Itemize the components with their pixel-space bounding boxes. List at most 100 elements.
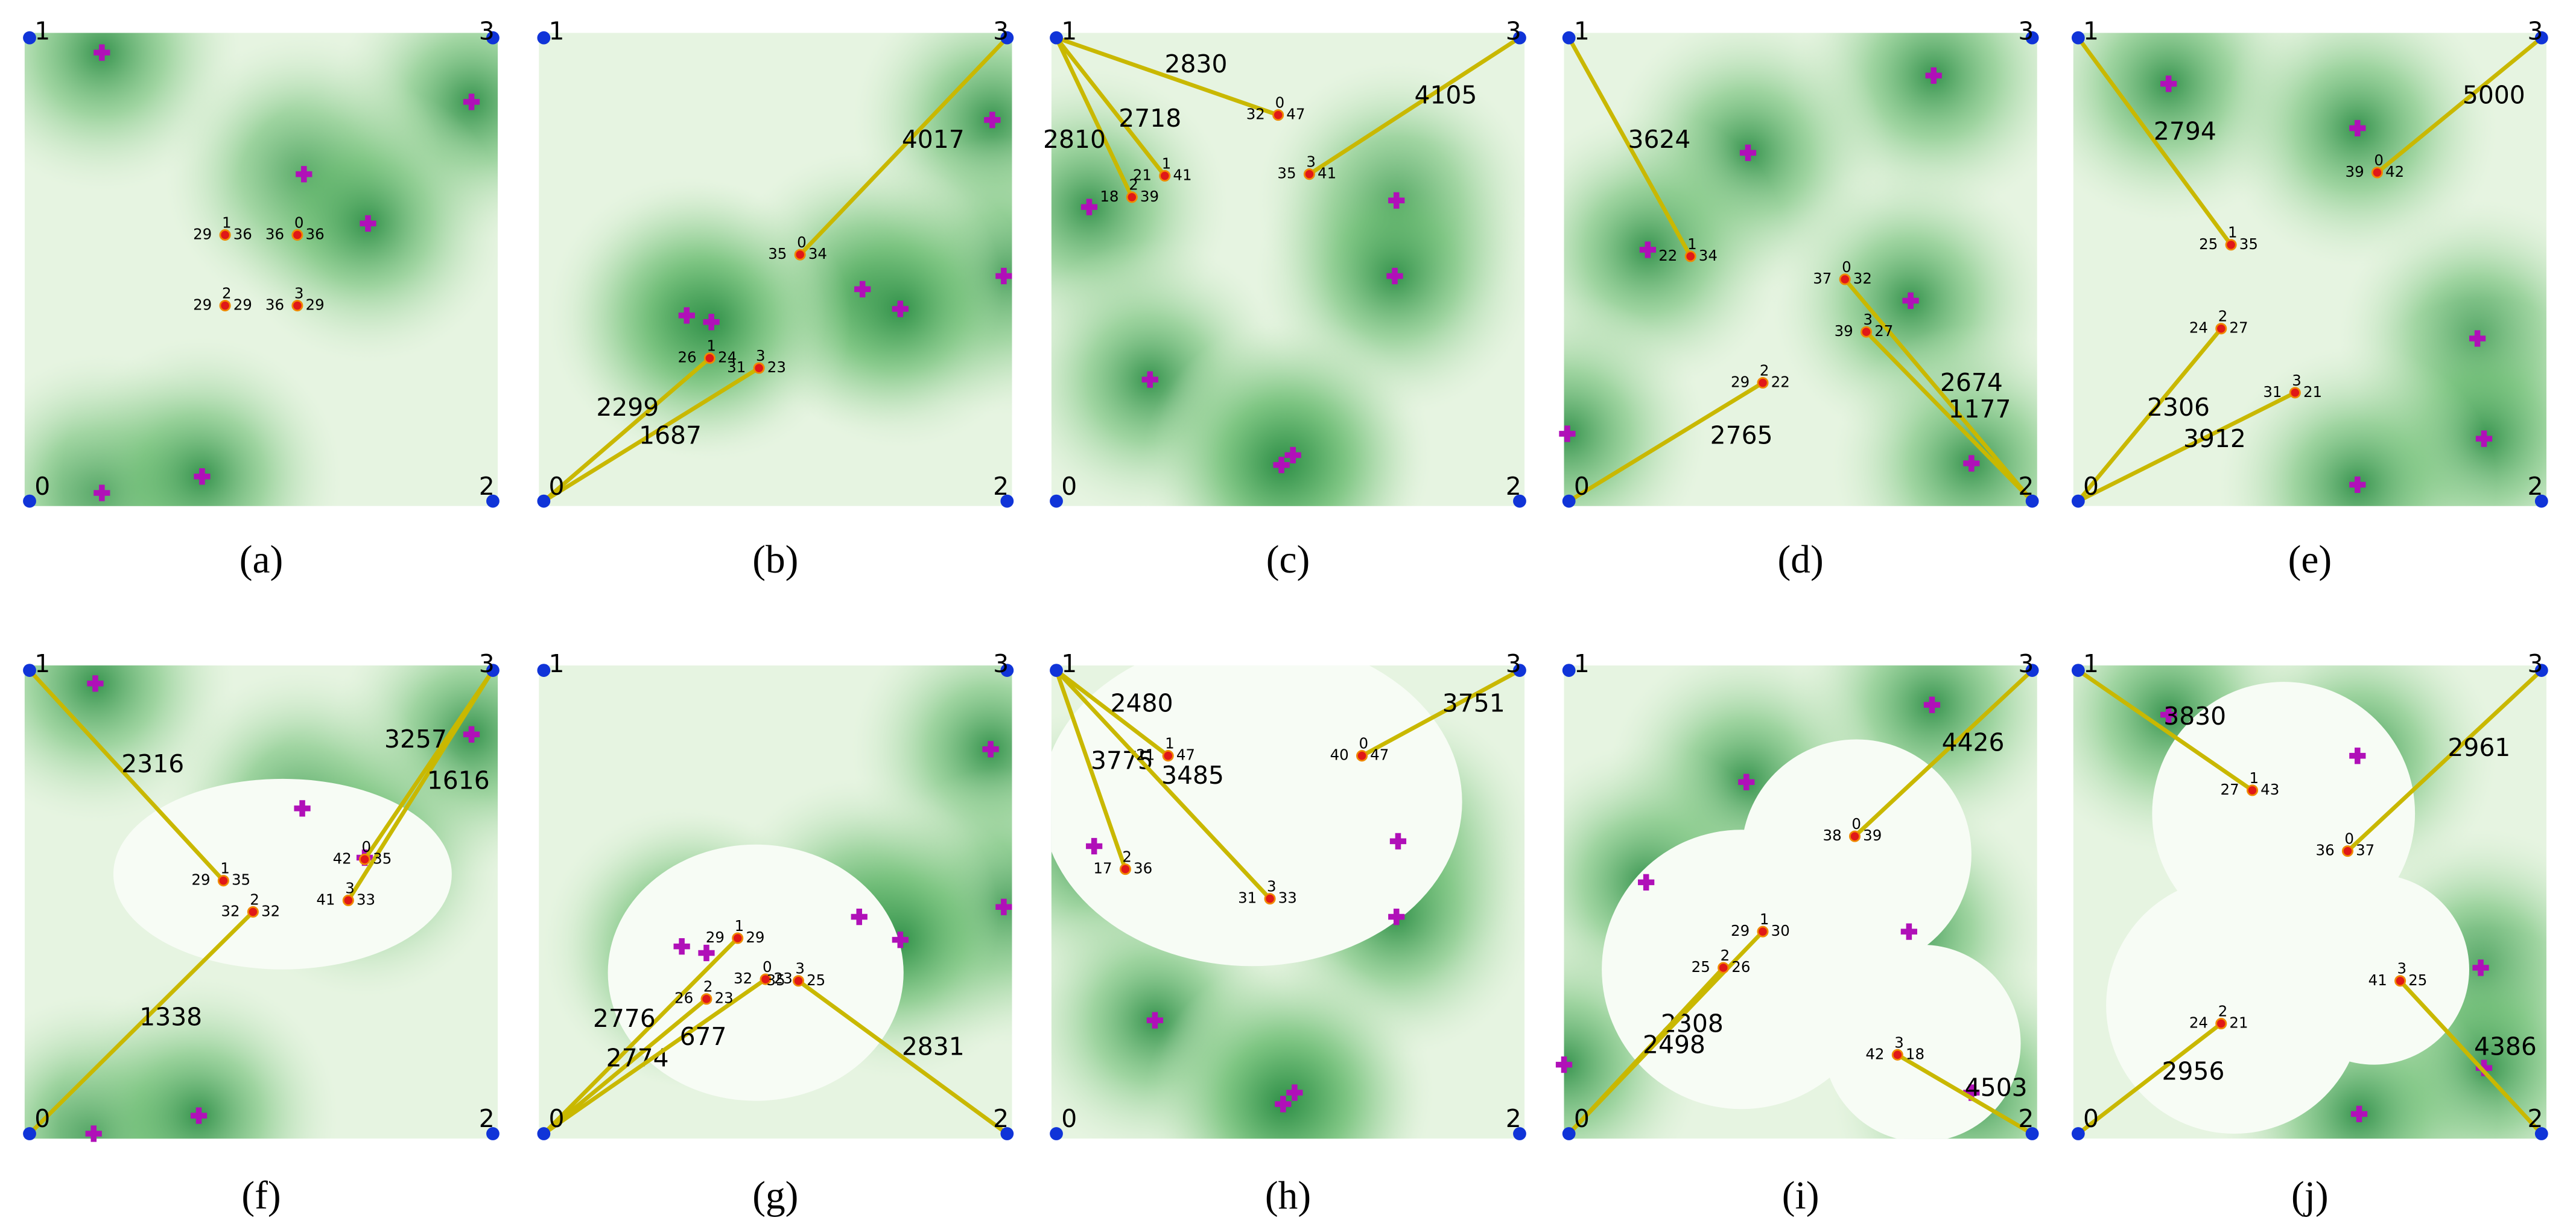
cross (1923, 696, 1941, 713)
corner (23, 494, 36, 508)
link (2076, 668, 2254, 792)
node (217, 875, 229, 887)
link-label: 3257 (384, 725, 447, 754)
node-id: 2 (1721, 947, 1730, 964)
cross (1902, 292, 1919, 309)
node-id: 3 (1306, 153, 1316, 171)
node-id: 0 (1842, 258, 1851, 276)
node (794, 249, 806, 261)
cross (698, 944, 715, 962)
node-right: 21 (2303, 383, 2322, 401)
link-label: 3912 (2183, 424, 2246, 453)
node-left: 37 (1813, 270, 1832, 287)
node (1757, 926, 1769, 938)
free-region (1602, 830, 1882, 1110)
node-left: 21 (1136, 746, 1155, 764)
node-id: 3 (2397, 960, 2407, 977)
link (1055, 668, 1272, 900)
node-id: 1 (2249, 769, 2259, 787)
node (2215, 323, 2227, 335)
corner (1562, 1127, 1576, 1140)
node-right: 36 (306, 225, 325, 243)
node-right: 34 (1699, 247, 1718, 264)
cross (85, 1125, 102, 1142)
heatmap (1564, 33, 2037, 506)
corner-label: 3 (2018, 649, 2034, 678)
corner-label: 3 (1506, 649, 1521, 678)
node-left: 25 (2199, 235, 2218, 253)
free-region (113, 778, 452, 970)
cross (194, 468, 211, 485)
link-label: 2765 (1710, 421, 1773, 449)
node-left: 29 (193, 296, 212, 314)
node-left: 35 (767, 971, 785, 989)
cross (190, 1107, 208, 1124)
node-id: 2 (250, 891, 259, 908)
cross (851, 908, 868, 926)
node-right: 29 (746, 929, 764, 946)
heatmap (1564, 665, 2037, 1139)
node-right: 41 (1173, 166, 1191, 183)
cross (984, 112, 1001, 129)
link (346, 669, 495, 902)
node-right: 26 (1731, 958, 1750, 976)
cross (1389, 833, 1407, 850)
cross (2349, 119, 2366, 137)
free-region (1051, 665, 1462, 967)
node-left: 32 (734, 970, 752, 987)
caption: (d) (1778, 538, 1824, 582)
node (2341, 845, 2354, 857)
corner-label: 2 (1506, 472, 1521, 501)
corner-label: 3 (479, 16, 495, 45)
corner-label: 3 (2528, 649, 2543, 678)
cross (1275, 1096, 1292, 1113)
node (2394, 975, 2406, 987)
node-id: 0 (361, 838, 371, 856)
link-label: 1177 (1949, 395, 2011, 424)
link (1055, 36, 1167, 177)
link (1567, 381, 1764, 503)
link (2077, 390, 2296, 503)
node-right: 35 (2239, 235, 2258, 253)
node-id: 0 (2344, 830, 2354, 848)
corner (2071, 1127, 2085, 1140)
corner-label: 1 (1574, 649, 1590, 678)
link-label: 2480 (1111, 688, 1173, 717)
node-left: 29 (191, 871, 210, 889)
cross (2350, 1105, 2368, 1122)
corner (486, 664, 500, 677)
node-id: 3 (345, 879, 355, 897)
node (291, 300, 303, 312)
corner (23, 1127, 36, 1140)
node-right: 36 (233, 225, 252, 243)
cross (1555, 1056, 1573, 1073)
heat-blob (1832, 323, 2037, 506)
cross (1080, 198, 1098, 215)
link (542, 977, 767, 1135)
corner (1562, 664, 1576, 677)
link-label: 4386 (2474, 1032, 2537, 1061)
node-right: 22 (1771, 373, 1790, 391)
node-left: 39 (1835, 322, 1853, 340)
corner-label: 0 (1061, 472, 1077, 501)
node-right: 39 (1863, 827, 1882, 844)
corner-label: 0 (549, 1104, 565, 1133)
heatmap (539, 33, 1012, 506)
node (1839, 273, 1851, 285)
cross (2349, 476, 2366, 493)
node-left: 25 (1692, 958, 1710, 976)
corner (537, 664, 551, 677)
corner (2025, 664, 2039, 677)
corner-label: 0 (549, 472, 565, 501)
link (542, 366, 760, 503)
link (2376, 36, 2543, 174)
node-right: 29 (306, 296, 325, 314)
caption: (j) (2291, 1174, 2329, 1218)
corner-label: 0 (1574, 472, 1590, 501)
link-label: 3751 (1442, 688, 1505, 717)
link-label: 2956 (2162, 1056, 2225, 1085)
cross (995, 267, 1012, 285)
